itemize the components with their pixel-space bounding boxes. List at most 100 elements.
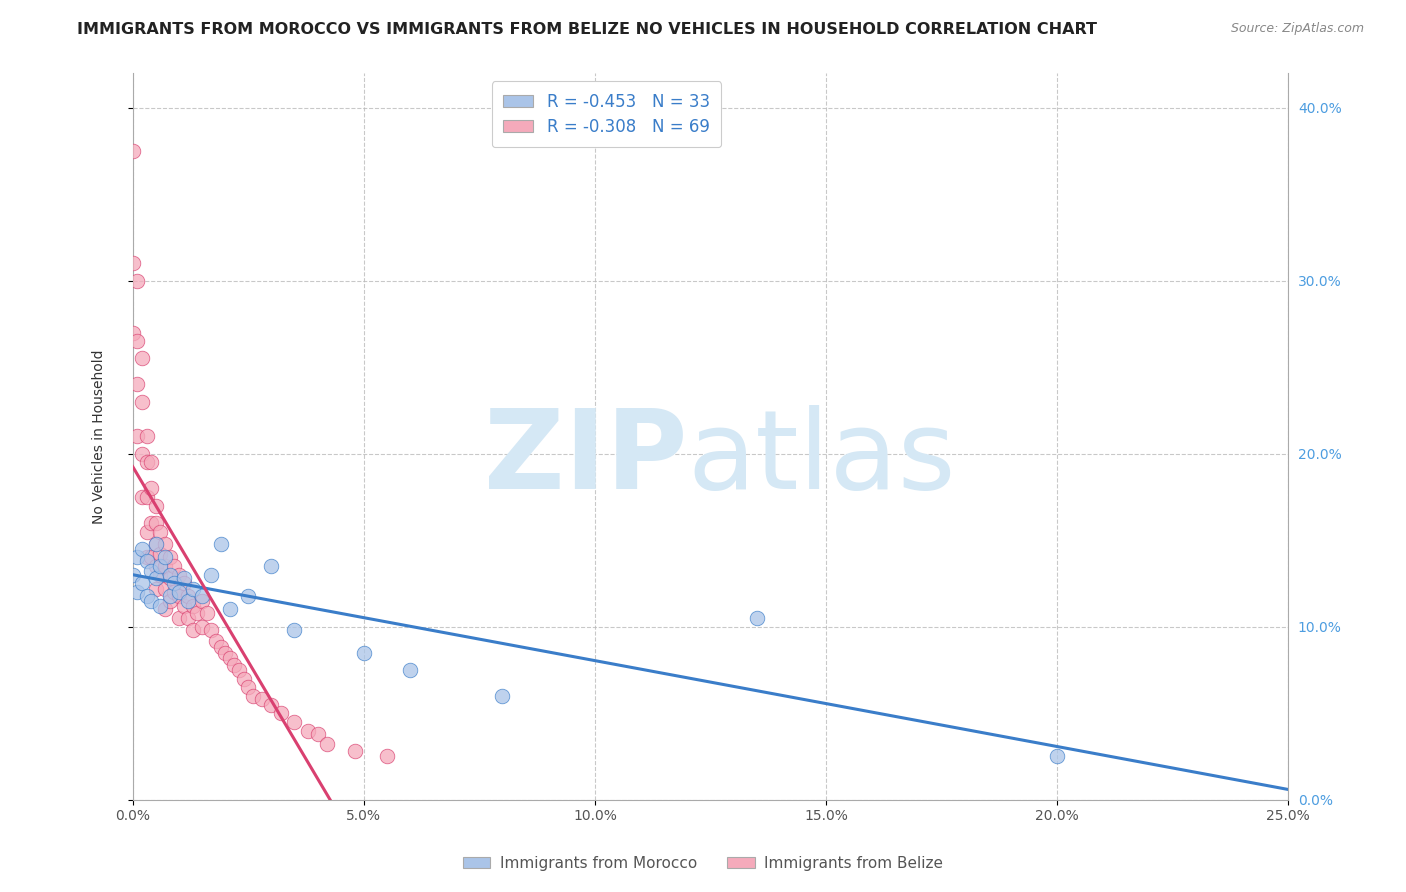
Point xyxy=(141,481,163,495)
Point xyxy=(131,394,153,409)
Point xyxy=(127,334,149,349)
Point xyxy=(149,559,172,574)
Point xyxy=(153,559,176,574)
Point xyxy=(214,646,236,660)
Point xyxy=(141,550,163,565)
Point xyxy=(191,593,214,607)
Point xyxy=(131,576,153,591)
Point xyxy=(159,550,181,565)
Point xyxy=(250,692,273,706)
Point xyxy=(127,550,149,565)
Point xyxy=(163,559,186,574)
Point xyxy=(135,524,157,539)
Point xyxy=(127,377,149,392)
Point xyxy=(260,698,283,712)
Point xyxy=(121,326,143,340)
Point xyxy=(159,593,181,607)
Point xyxy=(218,602,240,616)
Point xyxy=(218,651,240,665)
Point xyxy=(153,550,176,565)
Point xyxy=(121,256,143,270)
Point xyxy=(167,585,190,599)
Point xyxy=(149,567,172,582)
Point xyxy=(141,516,163,530)
Point xyxy=(375,749,398,764)
Point xyxy=(200,623,222,637)
Point xyxy=(491,689,513,703)
Point xyxy=(177,611,200,625)
Point xyxy=(173,599,195,613)
Point xyxy=(167,589,190,603)
Point xyxy=(163,585,186,599)
Point xyxy=(232,672,254,686)
Point xyxy=(141,455,163,469)
Point xyxy=(121,567,143,582)
Text: IMMIGRANTS FROM MOROCCO VS IMMIGRANTS FROM BELIZE NO VEHICLES IN HOUSEHOLD CORRE: IMMIGRANTS FROM MOROCCO VS IMMIGRANTS FR… xyxy=(77,22,1097,37)
Point xyxy=(135,550,157,565)
Text: Source: ZipAtlas.com: Source: ZipAtlas.com xyxy=(1230,22,1364,36)
Point xyxy=(209,640,232,655)
Point xyxy=(131,490,153,504)
Point xyxy=(135,429,157,443)
Point xyxy=(145,536,167,550)
Point xyxy=(131,447,153,461)
Point xyxy=(145,559,167,574)
Point xyxy=(1046,749,1069,764)
Point xyxy=(307,727,329,741)
Point xyxy=(159,589,181,603)
Point xyxy=(343,744,366,758)
Point xyxy=(181,623,204,637)
Point xyxy=(145,516,167,530)
Point xyxy=(283,714,305,729)
Point xyxy=(173,571,195,585)
Text: ZIP: ZIP xyxy=(484,405,688,512)
Point xyxy=(153,582,176,596)
Point xyxy=(153,602,176,616)
Point xyxy=(145,582,167,596)
Point xyxy=(399,663,422,677)
Point xyxy=(167,567,190,582)
Point xyxy=(315,738,337,752)
Point xyxy=(177,589,200,603)
Point xyxy=(153,536,176,550)
Point xyxy=(260,559,283,574)
Point xyxy=(135,589,157,603)
Point xyxy=(149,599,172,613)
Point xyxy=(121,144,143,158)
Point xyxy=(173,576,195,591)
Point xyxy=(159,567,181,582)
Legend: R = -0.453   N = 33, R = -0.308   N = 69: R = -0.453 N = 33, R = -0.308 N = 69 xyxy=(492,81,721,147)
Point xyxy=(149,524,172,539)
Legend: Immigrants from Morocco, Immigrants from Belize: Immigrants from Morocco, Immigrants from… xyxy=(457,850,949,877)
Point xyxy=(127,585,149,599)
Point xyxy=(149,547,172,561)
Point xyxy=(159,571,181,585)
Point xyxy=(224,657,246,672)
Point xyxy=(135,554,157,568)
Point xyxy=(163,576,186,591)
Point xyxy=(283,623,305,637)
Point xyxy=(195,606,218,620)
Point xyxy=(181,582,204,596)
Point xyxy=(131,541,153,556)
Point xyxy=(186,606,208,620)
Point xyxy=(181,599,204,613)
Text: atlas: atlas xyxy=(688,405,956,512)
Point xyxy=(167,611,190,625)
Point xyxy=(745,611,768,625)
Point xyxy=(145,536,167,550)
Point xyxy=(238,589,260,603)
Point xyxy=(200,567,222,582)
Y-axis label: No Vehicles in Household: No Vehicles in Household xyxy=(93,349,107,524)
Point xyxy=(177,593,200,607)
Point xyxy=(191,620,214,634)
Point xyxy=(191,589,214,603)
Point xyxy=(131,351,153,366)
Point xyxy=(145,499,167,513)
Point xyxy=(353,646,375,660)
Point xyxy=(242,689,264,703)
Point xyxy=(127,429,149,443)
Point xyxy=(141,565,163,579)
Point xyxy=(145,571,167,585)
Point xyxy=(238,680,260,694)
